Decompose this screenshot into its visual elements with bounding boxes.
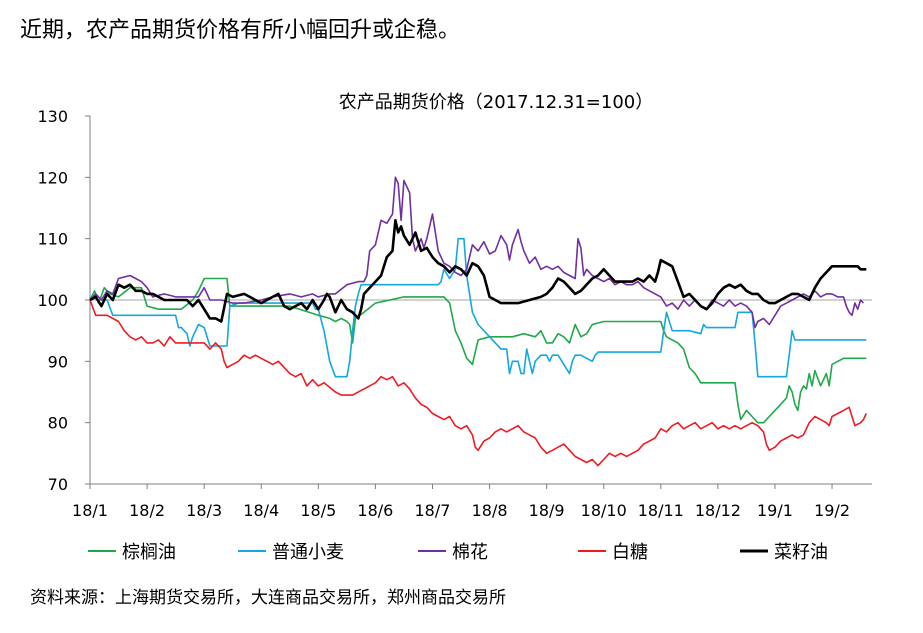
x-tick-label: 18/2 [129,501,165,520]
legend-item-3: 棉花 [418,542,488,563]
x-tick-label: 18/1 [72,501,108,520]
y-tick-label: 130 [37,107,68,126]
x-tick-label: 18/10 [581,501,627,520]
x-tick-label: 18/5 [300,501,336,520]
legend-label: 棉花 [452,542,488,563]
chart-axes: 70 80 90 100 110 120 130 18/1 18/2 18/3 18/4 18/5 18… [37,107,872,520]
x-tick-label: 19/1 [757,501,793,520]
chart-series [89,176,868,467]
series-line-4 [89,299,868,467]
legend-item-2: 普通小麦 [238,542,344,563]
x-tick-label: 18/9 [529,501,565,520]
chart-legend: 棕榈油 普通小麦 棉花 白糖 菜籽油 [88,542,828,563]
y-tick-label: 90 [48,352,68,371]
y-tick-label: 120 [37,168,68,187]
legend-item-4: 白糖 [578,542,648,563]
legend-label: 棕榈油 [122,542,176,563]
series-line-2 [89,237,867,378]
source-note: 资料来源：上海期货交易所，大连商品交易所，郑州商品交易所 [30,588,506,608]
series-line-5 [89,219,867,323]
y-tick-label: 80 [48,414,68,433]
x-tick-label: 18/4 [243,501,279,520]
x-tick-label: 18/8 [472,501,508,520]
series-line-3 [89,176,864,329]
x-tick-label: 18/3 [186,501,222,520]
series-line-1 [89,277,867,424]
y-tick-label: 100 [37,291,68,310]
x-tick-label: 19/2 [814,501,850,520]
legend-item-1: 棕榈油 [88,542,176,563]
x-tick-label: 18/6 [357,501,393,520]
page-headline: 近期，农产品期货价格有所小幅回升或企稳。 [20,18,461,43]
x-tick-label: 18/12 [695,501,741,520]
legend-label: 菜籽油 [774,542,828,563]
y-tick-label: 110 [37,230,68,249]
x-tick-label: 18/11 [638,501,684,520]
legend-item-5: 菜籽油 [740,542,828,563]
y-tick-label: 70 [48,475,68,494]
chart-title: 农产品期货价格（2017.12.31=100） [339,92,654,113]
legend-label: 白糖 [612,542,648,563]
x-tick-label: 18/7 [415,501,451,520]
legend-label: 普通小麦 [272,542,344,563]
